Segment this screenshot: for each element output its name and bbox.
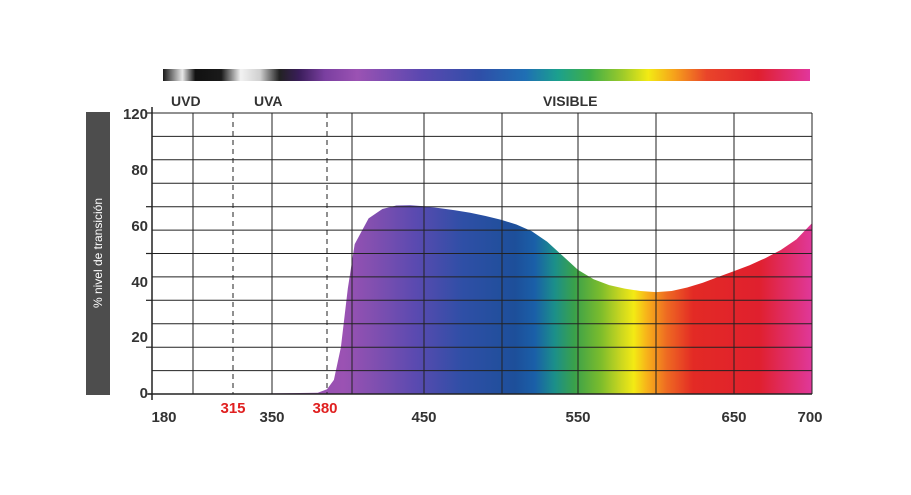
x-tick-label: 450 xyxy=(411,409,436,426)
spectrum-color-bar xyxy=(163,69,810,81)
transmission-curve-area xyxy=(152,205,812,394)
region-label-visible: VISIBLE xyxy=(543,93,597,109)
y-tick-label: 80 xyxy=(131,162,148,179)
x-tick-label: 700 xyxy=(797,409,822,426)
y-tick-label: 40 xyxy=(131,274,148,291)
region-label-uvd: UVD xyxy=(171,93,201,109)
y-tick-label: 60 xyxy=(131,218,148,235)
x-tick-label: 350 xyxy=(259,409,284,426)
uva-visible-boundary-label: 380 xyxy=(312,400,337,417)
uvd-uva-boundary-label: 315 xyxy=(220,400,245,417)
y-axis-label: % nivel de transición xyxy=(91,198,105,308)
y-tick-label: 0 xyxy=(140,385,148,402)
y-tick-label: 20 xyxy=(131,329,148,346)
x-tick-label: 550 xyxy=(565,409,590,426)
x-tick-label: 180 xyxy=(151,409,176,426)
y-tick-label: 120 xyxy=(123,106,148,123)
y-axis-label-bar xyxy=(86,112,110,395)
x-tick-label: 650 xyxy=(721,409,746,426)
grid-lines xyxy=(146,107,813,400)
region-label-uva: UVA xyxy=(254,93,283,109)
